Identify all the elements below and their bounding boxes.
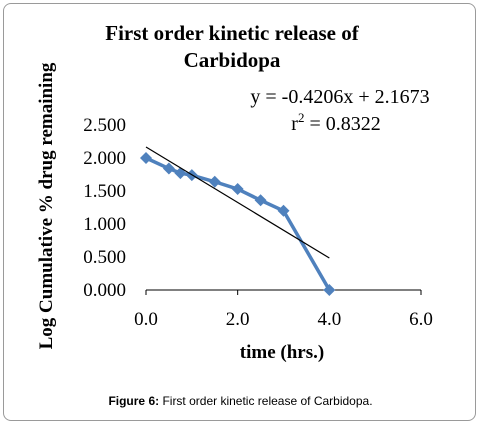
- x-tick-label: 6.0: [409, 309, 433, 330]
- data-point-marker: [277, 204, 290, 217]
- y-tick-label: 2.500: [83, 115, 126, 136]
- trendline-layer: [145, 146, 330, 259]
- x-tick-label: 0.0: [134, 309, 158, 330]
- r-squared-exponent: 2: [298, 110, 305, 125]
- x-tick-label: 2.0: [226, 309, 250, 330]
- y-tick-label: 0.500: [83, 247, 126, 268]
- x-tick-label: 4.0: [317, 309, 341, 330]
- chart-title-line-1: First order kinetic release of: [105, 21, 359, 45]
- caption-text: First order kinetic release of Carbidopa…: [159, 394, 373, 408]
- caption-label: Figure 6:: [108, 394, 160, 408]
- trendline-equation: y = -0.4206x + 2.1673: [250, 86, 429, 108]
- data-point-marker: [208, 175, 221, 188]
- r-squared-label: r2 = 0.8322: [291, 110, 380, 135]
- chart-title-line-2: Carbidopa: [184, 48, 281, 72]
- y-tick-label: 1.000: [83, 214, 126, 235]
- data-point-marker: [254, 194, 267, 207]
- series-line: [145, 156, 331, 291]
- figure-caption: Figure 6: First order kinetic release of…: [0, 394, 481, 408]
- figure-frame: [3, 3, 476, 421]
- linear-trendline: [145, 146, 330, 259]
- data-point-marker: [162, 162, 175, 175]
- r-squared-symbol: r: [291, 113, 298, 135]
- x-axis-ticks: 0.0 2.0 4.0 6.0: [134, 290, 433, 330]
- r-squared-value: = 0.8322: [304, 113, 380, 135]
- y-axis-label: Log Cumulative % drug remaining: [36, 62, 57, 349]
- y-tick-label: 1.500: [83, 181, 126, 202]
- data-point-marker: [323, 284, 336, 296]
- series-layer: [140, 152, 336, 296]
- y-tick-label: 0.000: [83, 280, 126, 301]
- y-tick-label: 2.000: [83, 148, 126, 169]
- y-axis-ticks: 0.000 0.500 1.000 1.500 2.000 2.500: [83, 115, 126, 301]
- data-point-marker: [140, 152, 152, 164]
- data-point-marker: [174, 167, 187, 180]
- data-point-marker: [231, 183, 244, 196]
- x-axis-label: time (hrs.): [240, 342, 324, 363]
